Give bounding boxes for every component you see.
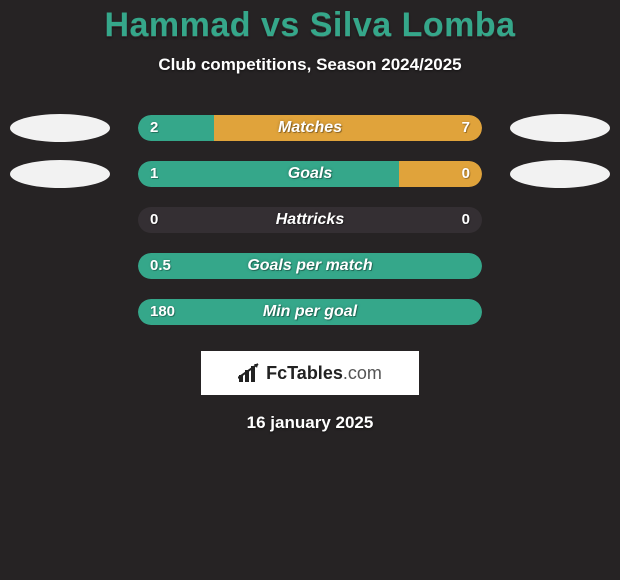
stat-value-left: 1 [150,161,158,187]
bar-left-fill [138,161,399,187]
logo-text: FcTables.com [266,363,382,384]
stat-row: 0 0Hattricks [0,197,620,243]
page-subtitle: Club competitions, Season 2024/2025 [0,55,620,75]
stat-bar: 27Matches [138,115,482,141]
date-text: 16 january 2025 [0,413,620,433]
player-right-marker [510,114,610,142]
stat-value-left: 2 [150,115,158,141]
bars-icon [238,363,262,383]
stat-row: 10Goals [0,151,620,197]
player-left-marker [10,114,110,142]
stat-bar: 0.5Goals per match [138,253,482,279]
bar-left-fill [138,299,482,325]
stat-row: 180Min per goal [0,289,620,335]
stat-row: 27Matches [0,105,620,151]
stats-container: 27Matches10Goals00Hattricks0.5Goals per … [0,105,620,335]
logo-text-bold: FcTables [266,363,343,383]
bar-left-fill [138,253,482,279]
stat-value-left: 0.5 [150,253,171,279]
stat-value-left: 180 [150,299,175,325]
stat-label: Hattricks [138,207,482,233]
player-left-marker [10,160,110,188]
page-title: Hammad vs Silva Lomba [0,6,620,45]
stat-bar: 180Min per goal [138,299,482,325]
bar-right-fill [214,115,482,141]
logo-badge: FcTables.com [201,351,419,395]
logo-text-light: .com [343,363,382,383]
stat-value-right: 7 [462,115,470,141]
stat-value-left: 0 [150,207,158,233]
stat-value-right: 0 [462,161,470,187]
player-right-marker [510,160,610,188]
stat-row: 0.5Goals per match [0,243,620,289]
stat-value-right: 0 [462,207,470,233]
stat-bar: 0 0Hattricks [138,207,482,233]
comparison-card: Hammad vs Silva Lomba Club competitions,… [0,0,620,580]
stat-bar: 10Goals [138,161,482,187]
